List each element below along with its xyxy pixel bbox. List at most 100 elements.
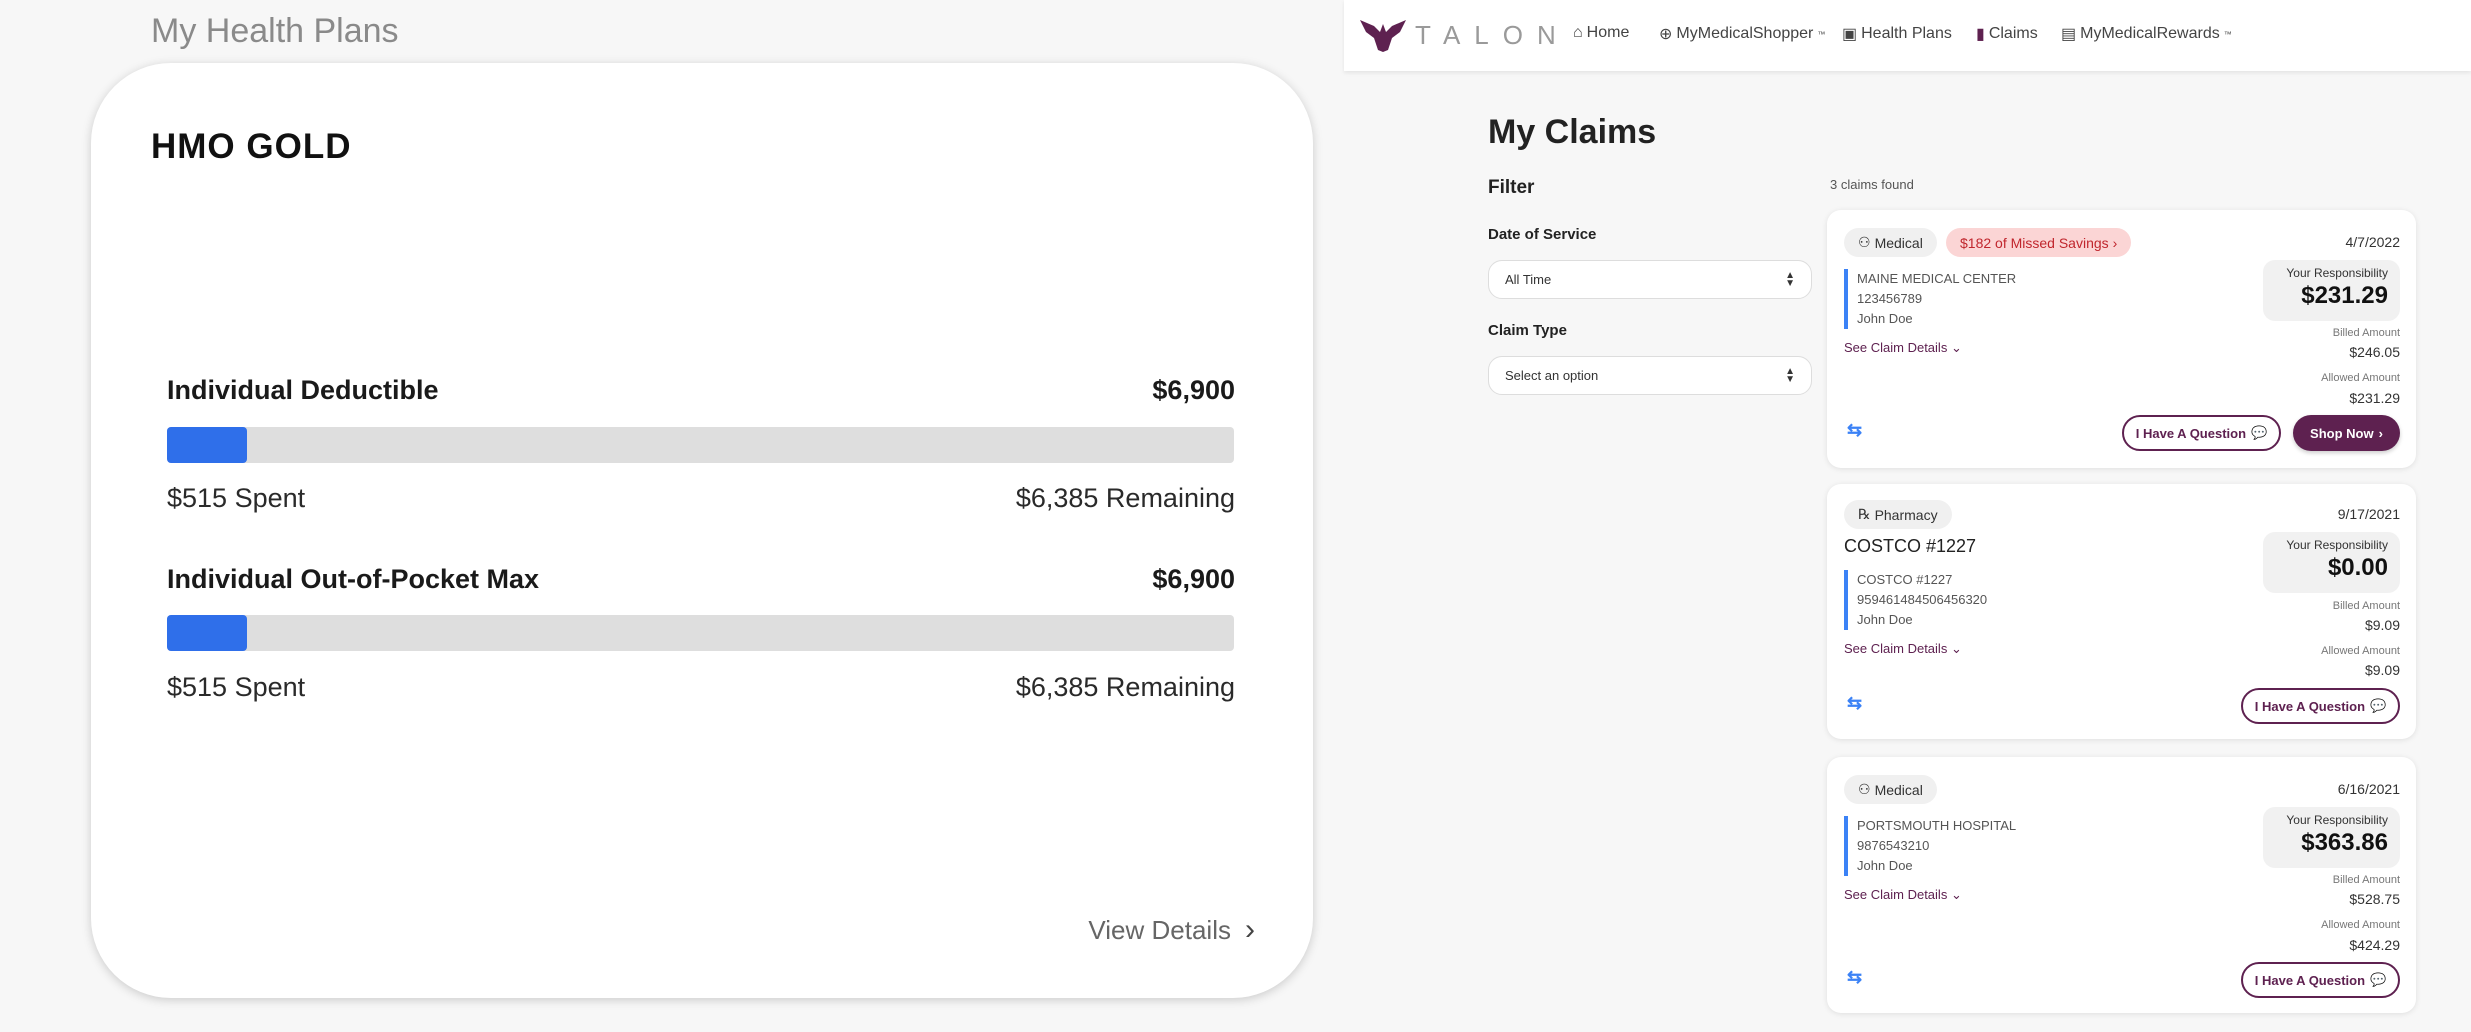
spent-text: $515 Spent <box>167 483 306 513</box>
missed-savings-chip[interactable]: $182 of Missed Savings › <box>1946 228 2132 257</box>
spent-text: $515 Spent <box>167 672 306 702</box>
claim-title: COSTCO #1227 <box>1844 536 1977 556</box>
talon-logo-icon[interactable] <box>1360 18 1406 57</box>
question-button[interactable]: I Have A Question 💬 <box>2122 415 2281 451</box>
claim-card: ℞ Pharmacy 9/17/2021 COSTCO #1227 COSTCO … <box>1827 484 2416 739</box>
nav-label: MyMedicalRewards <box>2080 25 2220 42</box>
view-details-link[interactable]: View Details › <box>1088 913 1255 947</box>
chat-icon: 💬 <box>2370 972 2387 987</box>
chevron-down-icon: ⌄ <box>1950 641 1962 656</box>
see-claim-details-link[interactable]: See Claim Details ⌄ <box>1844 641 1962 657</box>
provider-block: MAINE MEDICAL CENTER 123456789 John Doe <box>1844 269 2016 329</box>
view-details-label: View Details <box>1088 914 1231 945</box>
top-nav: TALON ⌂ Home ⊕ MyMedicalShopper ™ ▣ Health P… <box>1344 0 2471 71</box>
doctor-icon: ⚇ <box>1858 781 1871 797</box>
link-label: See Claim Details <box>1844 887 1948 902</box>
sync-icon[interactable]: ⇆ <box>1847 967 1863 987</box>
allowed-value: $9.09 <box>2364 662 2400 678</box>
allowed-label: Allowed Amount <box>2321 919 2400 931</box>
button-label: I Have A Question <box>2135 425 2247 441</box>
link-label: See Claim Details <box>1844 641 1948 656</box>
nav-label: MyMedicalShopper <box>1676 25 1814 42</box>
patient-name: John Doe <box>1857 858 1913 873</box>
chevron-down-icon: ⌄ <box>1950 340 1962 355</box>
allowed-value: $231.29 <box>2349 390 2400 406</box>
nav-health-plans[interactable]: ▣ Health Plans <box>1842 24 1952 44</box>
claim-card: ⚇ Medical 6/16/2021 PORTSMOUTH HOSPITAL 9… <box>1827 757 2416 1013</box>
button-label: I Have A Question <box>2254 698 2366 714</box>
claim-type-chip: ⚇ Medical <box>1844 228 1937 257</box>
button-label: I Have A Question <box>2254 972 2366 988</box>
allowed-label: Allowed Amount <box>2321 645 2400 657</box>
id-card-icon: ▣ <box>1842 26 1858 43</box>
deductible-progress-bar <box>167 427 1234 463</box>
metric-label: Individual Deductible <box>167 375 439 405</box>
claim-type-label: Claim Type <box>1488 322 1567 339</box>
resp-label: Your Responsibility <box>2286 813 2388 827</box>
remaining-text: $6,385 Remaining <box>1015 672 1235 702</box>
see-claim-details-link[interactable]: See Claim Details ⌄ <box>1844 887 1962 903</box>
responsibility-box: Your Responsibility $231.29 <box>2263 260 2400 321</box>
nav-label: Home <box>1586 24 1630 41</box>
remaining-text: $6,385 Remaining <box>1015 483 1235 513</box>
shop-now-button[interactable]: Shop Now › <box>2293 415 2400 451</box>
provider-block: PORTSMOUTH HOSPITAL 9876543210 John Doe <box>1844 816 2016 876</box>
progress-fill <box>167 427 248 463</box>
nav-claims[interactable]: ▮ Claims <box>1976 24 2038 44</box>
chevron-right-icon: › <box>2112 234 2118 251</box>
rewards-icon: ▤ <box>2061 26 2077 43</box>
button-label: Shop Now <box>2310 425 2374 441</box>
question-button[interactable]: I Have A Question 💬 <box>2241 962 2400 998</box>
sync-icon[interactable]: ⇆ <box>1847 420 1863 440</box>
trademark: ™ <box>1817 29 1826 39</box>
provider-name: COSTCO #1227 <box>1857 572 1953 587</box>
billed-value: $528.75 <box>2349 891 2400 907</box>
billed-value: $9.09 <box>2364 617 2400 633</box>
chevron-right-icon: › <box>1245 913 1255 946</box>
claim-date: 4/7/2022 <box>2345 234 2401 250</box>
see-claim-details-link[interactable]: See Claim Details ⌄ <box>1844 340 1962 356</box>
provider-block: COSTCO #1227 959461484506456320 John Doe <box>1844 570 1987 630</box>
claim-date: 9/17/2021 <box>2337 506 2400 522</box>
question-button[interactable]: I Have A Question 💬 <box>2241 688 2400 724</box>
brand-name: TALON <box>1415 20 1570 50</box>
provider-name: PORTSMOUTH HOSPITAL <box>1857 818 2017 833</box>
resp-value: $231.29 <box>2301 282 2388 309</box>
search-plus-icon: ⊕ <box>1659 26 1673 43</box>
billed-value: $246.05 <box>2349 344 2400 360</box>
claim-type-select[interactable]: Select an option ▲ ▼ <box>1488 356 1812 395</box>
chat-icon: 💬 <box>2251 425 2268 440</box>
sync-icon[interactable]: ⇆ <box>1847 693 1863 713</box>
chevron-down-icon: ⌄ <box>1950 887 1962 902</box>
link-label: See Claim Details <box>1844 340 1948 355</box>
claim-id: 959461484506456320 <box>1857 592 1988 607</box>
sort-arrows-icon: ▲ ▼ <box>1785 269 1795 289</box>
rx-icon: ℞ <box>1858 506 1871 522</box>
home-icon: ⌂ <box>1573 24 1583 41</box>
provider-name: MAINE MEDICAL CENTER <box>1857 271 2017 286</box>
nav-mymedicalshopper[interactable]: ⊕ MyMedicalShopper ™ <box>1659 24 1825 44</box>
nav-label: Health Plans <box>1861 25 1952 42</box>
billed-label: Billed Amount <box>2332 874 2400 886</box>
chip-label: Medical <box>1874 234 1923 251</box>
resp-value: $0.00 <box>2327 554 2388 581</box>
sort-arrows-icon: ▲ ▼ <box>1785 365 1795 385</box>
nav-label: Claims <box>1988 25 2038 42</box>
trademark: ™ <box>2223 29 2232 39</box>
billed-label: Billed Amount <box>2332 327 2400 339</box>
metric-total: $6,900 <box>1152 564 1235 594</box>
claim-type-chip: ℞ Pharmacy <box>1844 500 1952 529</box>
resp-label: Your Responsibility <box>2286 538 2388 552</box>
chevron-right-icon: › <box>2378 425 2383 441</box>
resp-label: Your Responsibility <box>2286 266 2388 280</box>
nav-mymedicalrewards[interactable]: ▤ MyMedicalRewards ™ <box>2061 24 2232 44</box>
date-of-service-select[interactable]: All Time ▲ ▼ <box>1488 260 1812 299</box>
chip-label: Medical <box>1874 781 1923 798</box>
chat-icon: 💬 <box>2370 698 2387 713</box>
health-plans-panel: My Health Plans HMO GOLD Individual Dedu… <box>151 12 1255 947</box>
select-value: All Time <box>1505 272 1552 287</box>
doctor-icon: ⚇ <box>1858 234 1871 250</box>
allowed-label: Allowed Amount <box>2321 372 2400 384</box>
nav-home[interactable]: ⌂ Home <box>1573 24 1629 42</box>
resp-value: $363.86 <box>2301 829 2388 856</box>
